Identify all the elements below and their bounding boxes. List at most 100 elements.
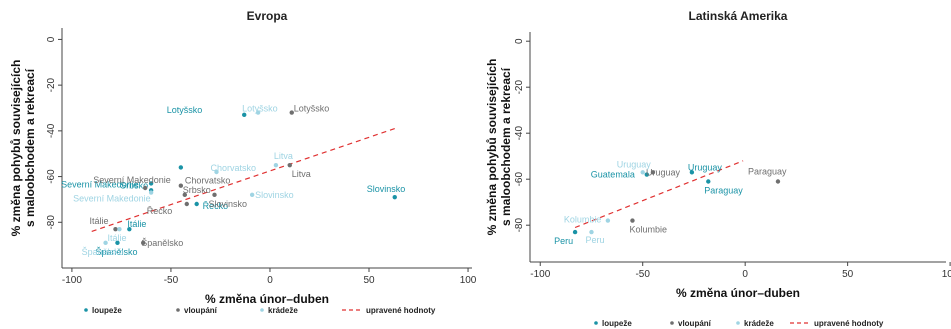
y-tick-label: -60 [46, 169, 57, 184]
point-kradeze [640, 170, 645, 175]
legend-label-upravene: upravené hodnoty [366, 306, 436, 315]
legend-label-loupeze: loupeže [602, 319, 632, 328]
point-label-spanelsko: Španělsko [82, 247, 124, 257]
point-label-slovinsko: Slovinsko [209, 199, 248, 209]
point-label-chorvatsko: Chorvatsko [185, 176, 231, 186]
point-label-litva: Litva [274, 151, 293, 161]
legend-marker-vloupani [670, 321, 674, 325]
point-label-severni-makedonie: Severní Makedonie [73, 194, 151, 204]
point-label-slovinsko: Slovinsko [367, 184, 406, 194]
y-tick-label: -40 [514, 126, 525, 141]
x-tick-label: 0 [742, 269, 748, 280]
point-label-guatemala: Guatemala [591, 170, 635, 180]
y-axis-label-line1: % změna pohybů souvisejících [485, 59, 499, 236]
legend-label-vloupani: vloupání [184, 306, 218, 315]
point-label-litva: Litva [292, 169, 311, 179]
trend-line [574, 160, 744, 229]
x-tick-label: -100 [530, 269, 550, 280]
point-loupeze [194, 201, 199, 207]
point-kradeze [605, 218, 611, 223]
point-kradeze [273, 162, 279, 168]
y-axis-label-line2: s maloobchodem a rekreací [23, 68, 37, 227]
point-label-severni-makedonie: Severní Makedonie [61, 179, 139, 189]
chart-title: Latinská Amerika [689, 9, 788, 23]
y-tick-label: -40 [46, 123, 57, 138]
y-tick-label: -20 [46, 77, 57, 92]
point-label-severni-makedonie: Severní Makedonie [93, 175, 171, 185]
point-vloupani [182, 192, 188, 198]
point-label-slovinsko: Slovinsko [255, 190, 294, 200]
point-label-italie: Itálie [127, 219, 146, 229]
legend-marker-kradeze [736, 321, 740, 325]
point-kradeze [255, 110, 261, 115]
point-kradeze [214, 169, 219, 175]
point-kradeze [117, 226, 122, 232]
point-kradeze [589, 229, 594, 235]
chart-title: Evropa [247, 9, 288, 23]
point-label-srbsko: Srbsko [120, 180, 148, 190]
point-label-srbsko: Srbsko [183, 185, 211, 195]
x-axis-label: % změna únor–duben [205, 292, 329, 306]
y-tick-label: -80 [514, 218, 525, 233]
point-label-kolumbie: Kolumbie [564, 215, 602, 225]
point-label-italie: Itálie [89, 216, 108, 226]
point-loupeze [148, 181, 154, 186]
point-vloupani [289, 110, 294, 115]
x-tick-label: 50 [363, 275, 375, 286]
point-label-spanelsko: Španělsko [95, 247, 137, 257]
chart-latinska-amerika: Latinská Amerika -100 -50 0 50 100 0 -20 -40 -60 -… [485, 9, 951, 328]
point-loupeze [115, 240, 120, 246]
point-vloupani [630, 218, 635, 223]
chart-evropa: Evropa -100 -50 0 50 100 0 -20 -40 -60 -80 % změna … [9, 9, 476, 315]
point-label-uruguay: Uruguay [688, 162, 723, 172]
legend-marker-vloupani [176, 308, 180, 312]
point-label-recko: Řecko [203, 201, 229, 211]
point-vloupani [775, 179, 781, 184]
y-tick-label: 0 [46, 36, 57, 42]
point-vloupani [141, 240, 146, 246]
x-tick-label: 100 [460, 275, 476, 286]
legend-label-vloupani: vloupání [678, 319, 712, 328]
point-label-chorvatsko: Chorvatsko [210, 163, 256, 173]
point-label-lotyssko: Lotyšsko [167, 105, 203, 115]
point-loupeze [689, 170, 695, 175]
y-tick-label: -60 [514, 172, 525, 187]
x-tick-label: -50 [164, 275, 179, 286]
point-label-peru: Peru [554, 236, 573, 246]
point-loupeze [572, 229, 578, 235]
point-loupeze [127, 226, 132, 232]
point-label-uruguay: Uruguay [617, 159, 652, 169]
point-label-recko: Řecko [147, 206, 173, 216]
legend-label-kradeze: krádeže [744, 319, 774, 328]
legend-label-upravene: upravené hodnoty [814, 319, 884, 328]
point-label-lotyssko: Lotyšsko [242, 104, 278, 114]
point-loupeze [392, 194, 397, 200]
point-loupeze [706, 179, 711, 184]
point-label-italie: Itálie [107, 233, 126, 243]
x-tick-label: 50 [842, 269, 854, 280]
y-axis-label-line2: s maloobchodem a rekreací [499, 67, 513, 226]
point-label-uruguay: Uruguay [646, 167, 681, 177]
point-loupeze [242, 112, 247, 118]
y-axis-label-line1: % změna pohybů souvisejících [9, 60, 23, 237]
x-tick-label: 100 [942, 269, 951, 280]
y-tick-label: 0 [514, 38, 525, 44]
point-label-paraguay: Paraguay [748, 167, 787, 177]
y-tick-label: -20 [514, 80, 525, 95]
point-label-peru: Peru [585, 235, 604, 245]
point-loupeze [178, 165, 184, 170]
point-kradeze [249, 192, 255, 198]
x-axis-label: % změna únor–duben [676, 286, 800, 300]
point-vloupani [142, 185, 148, 191]
point-vloupani [650, 170, 656, 175]
point-vloupani [184, 201, 189, 207]
point-kradeze [103, 240, 108, 246]
point-vloupani [287, 162, 292, 168]
point-vloupani [113, 226, 118, 232]
point-kradeze [148, 190, 154, 195]
legend-label-kradeze: krádeže [268, 306, 298, 315]
legend-marker-kradeze [260, 308, 264, 312]
x-tick-label: -50 [635, 269, 650, 280]
point-label-lotyssko: Lotyšsko [294, 104, 330, 114]
